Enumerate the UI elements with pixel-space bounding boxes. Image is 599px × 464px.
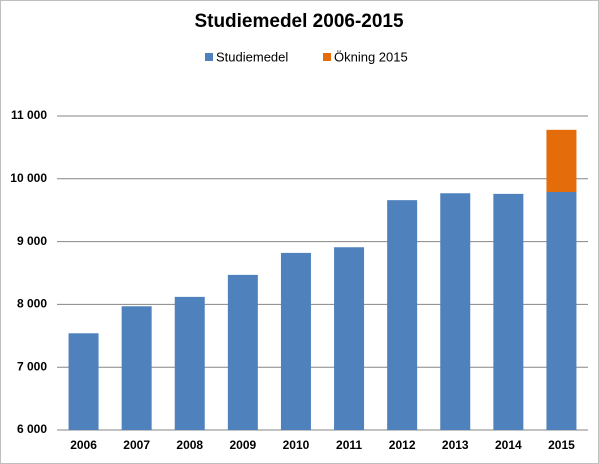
y-tick-label: 10 000 (10, 171, 47, 185)
legend-swatch (205, 53, 213, 61)
x-tick-label: 2009 (229, 438, 256, 452)
bar (121, 306, 152, 430)
legend-label: Studiemedel (216, 49, 288, 64)
bar (546, 129, 577, 192)
bar (227, 274, 258, 430)
y-tick-label: 6 000 (17, 422, 47, 436)
bar (68, 333, 99, 430)
bar (546, 191, 577, 430)
x-tick-label: 2008 (176, 438, 203, 452)
bar (387, 200, 418, 430)
x-tick-label: 2006 (70, 438, 97, 452)
x-tick-label: 2014 (495, 438, 522, 452)
bar (493, 193, 524, 430)
legend-swatch (323, 53, 331, 61)
x-tick-label: 2007 (123, 438, 150, 452)
x-tick-label: 2013 (442, 438, 469, 452)
chart-title: Studiemedel 2006-2015 (194, 11, 404, 32)
y-tick-label: 9 000 (17, 234, 47, 248)
bar (280, 252, 311, 430)
x-tick-label: 2012 (389, 438, 416, 452)
bar (174, 296, 205, 430)
bar (334, 247, 365, 430)
x-tick-label: 2010 (283, 438, 310, 452)
x-tick-label: 2011 (336, 438, 362, 452)
x-tick-label: 2015 (548, 438, 575, 452)
y-tick-label: 8 000 (17, 297, 47, 311)
legend-label: Ökning 2015 (334, 49, 408, 64)
y-tick-label: 11 000 (11, 108, 47, 122)
bar (440, 193, 471, 430)
y-tick-label: 7 000 (17, 359, 47, 373)
